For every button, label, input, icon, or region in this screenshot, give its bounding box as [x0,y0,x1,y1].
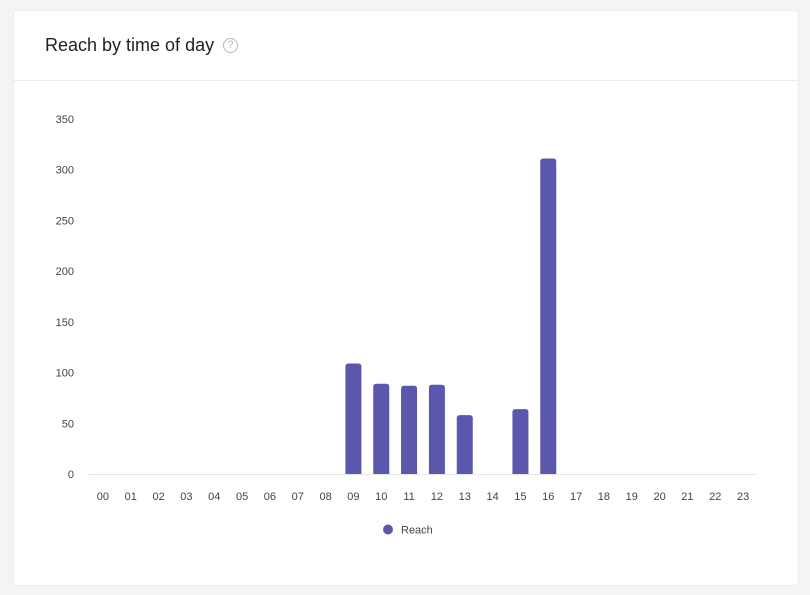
legend-label[interactable]: Reach [401,525,433,537]
x-tick-label: 03 [180,491,192,503]
x-tick-label: 01 [125,491,137,503]
card-title: Reach by time of day [45,35,215,55]
x-tick-label: 12 [431,491,443,503]
x-tick-label: 00 [97,491,109,503]
bar-hour-11[interactable] [401,385,418,474]
bar-hour-12[interactable] [428,384,445,474]
y-tick-label: 100 [56,368,74,380]
bar-hour-09[interactable] [345,363,362,474]
bar-hour-15[interactable] [512,409,529,474]
y-tick-label: 350 [56,114,74,126]
x-tick-label: 11 [403,491,414,503]
x-tick-label: 09 [347,491,359,503]
x-tick-label: 04 [208,491,220,503]
question-circle-icon[interactable]: ? [223,38,239,53]
x-tick-label: 19 [626,491,638,503]
bar-hour-16[interactable] [540,158,557,475]
x-tick-label: 22 [709,491,721,503]
x-tick-label: 05 [236,491,248,503]
x-tick-label: 07 [292,491,304,503]
chart-card: Reach by time of day ? [13,10,799,586]
x-tick-label: 13 [459,491,471,503]
y-tick-label: 50 [62,418,74,430]
y-tick-label: 0 [68,469,74,481]
bar-hour-10[interactable] [373,383,390,474]
x-tick-label: 02 [152,491,164,503]
x-tick-label: 15 [514,491,526,503]
y-tick-label: 200 [56,266,74,278]
bar-hour-13[interactable] [456,415,473,474]
x-tick-label: 08 [319,491,331,503]
x-tick-label: 23 [737,491,749,503]
legend-swatch [383,524,393,535]
x-tick-label: 16 [542,491,554,503]
y-tick-label: 300 [56,165,74,177]
x-tick-label: 06 [264,491,276,503]
x-tick-label: 14 [486,491,498,503]
y-tick-label: 150 [56,317,74,329]
y-tick-label: 250 [56,215,74,227]
x-tick-label: 21 [681,491,693,503]
x-tick-label: 20 [653,491,665,503]
x-tick-label: 18 [598,491,610,503]
x-tick-label: 10 [375,491,387,503]
card-header: Reach by time of day ? [14,11,798,81]
x-tick-label: 17 [570,491,582,503]
